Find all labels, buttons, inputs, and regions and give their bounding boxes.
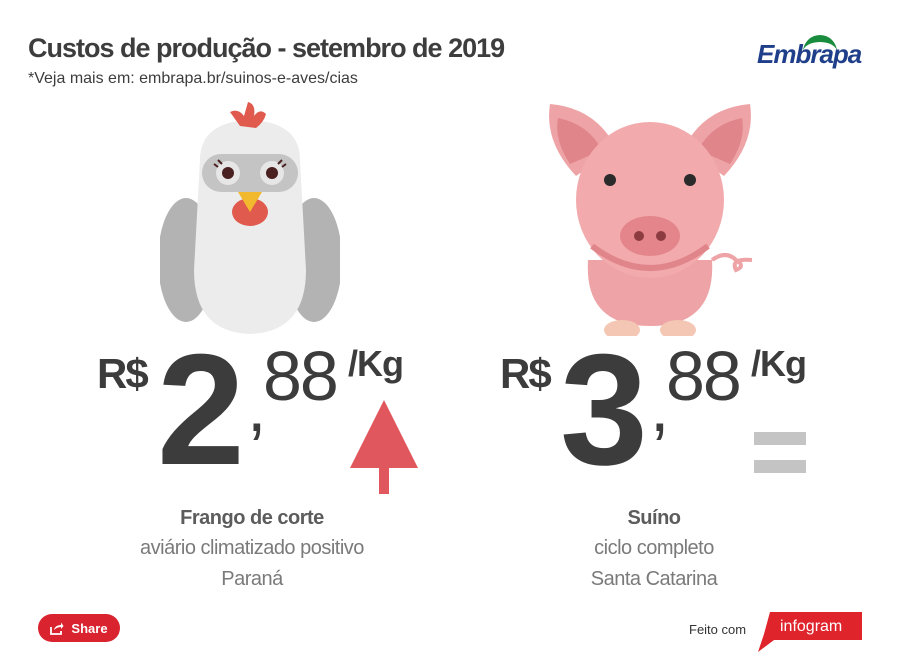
pig-icon (549, 104, 753, 336)
equals-icon (754, 432, 806, 473)
infogram-link[interactable]: infogram (756, 612, 862, 652)
arrow-up-icon (350, 400, 418, 494)
product-region: Santa Catarina (590, 568, 718, 590)
price-comma: , (650, 368, 670, 446)
price-cents: 88 (263, 337, 339, 415)
pig-caption: Suíno ciclo completo Santa Catarina (454, 507, 854, 599)
source-note: *Veja mais em: embrapa.br/suinos-e-aves/… (28, 70, 358, 87)
share-label: Share (71, 620, 108, 636)
infogram-label: infogram (780, 618, 843, 635)
logo-arc-shape (803, 35, 837, 60)
chicken-caption: Frango de corte aviário climatizado posi… (52, 507, 452, 599)
price-integer: 2 (157, 322, 245, 498)
product-name: Suíno (627, 507, 681, 529)
price-comma: , (247, 368, 267, 446)
product-system: ciclo completo (594, 537, 714, 559)
made-with-label: Feito com (689, 622, 747, 637)
page-title: Custos de produção - setembro de 2019 (28, 33, 505, 63)
embrapa-logo: Embrapa (757, 35, 862, 74)
currency-symbol: R$ (97, 350, 149, 397)
share-icon (50, 622, 64, 635)
share-button[interactable]: Share (38, 614, 120, 642)
price-unit: /Kg (751, 343, 807, 384)
currency-symbol: R$ (500, 350, 552, 397)
price-integer: 3 (560, 322, 648, 498)
product-region: Paraná (221, 568, 283, 590)
price-cents: 88 (666, 337, 742, 415)
chicken-icon (160, 102, 340, 334)
product-system: aviário climatizado positivo (140, 537, 364, 559)
price-unit: /Kg (348, 343, 404, 384)
product-name: Frango de corte (180, 507, 324, 529)
infogram-badge-shape (758, 612, 862, 652)
logo-text: Embrapa (757, 39, 862, 69)
